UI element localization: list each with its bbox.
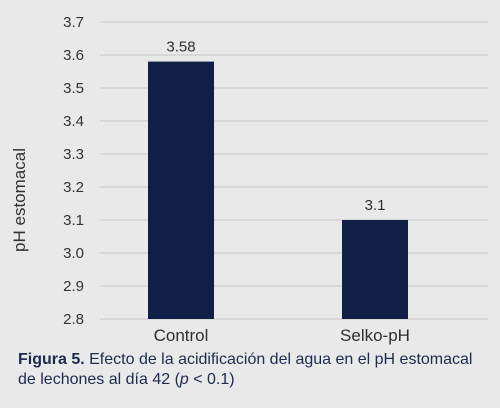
y-tick-label: 2.8 — [63, 311, 84, 328]
data-label: 3.58 — [166, 39, 195, 56]
y-tick-label: 3.4 — [63, 113, 84, 130]
y-tick-label: 3.5 — [63, 80, 84, 97]
category-label: Selko-pH — [340, 326, 410, 345]
bars — [148, 61, 408, 319]
category-labels: Control Selko-pH — [154, 326, 410, 345]
caption-label: Figura 5. — [18, 351, 85, 368]
caption-italic: p — [179, 371, 189, 388]
y-tick-label: 3.3 — [63, 146, 84, 163]
caption-text: Efecto de la acidificación del agua en e… — [18, 351, 473, 388]
y-tick-label: 3.1 — [63, 212, 84, 229]
data-label: 3.1 — [365, 197, 386, 214]
category-label: Control — [154, 326, 209, 345]
y-tick-label: 3.0 — [63, 245, 84, 262]
caption-text-end: < 0.1) — [188, 371, 235, 388]
bar-control — [148, 61, 214, 319]
data-labels: 3.58 3.1 — [166, 39, 385, 214]
y-tick-labels: 2.8 2.9 3.0 3.1 3.2 3.3 3.4 3.5 3.6 3.7 — [63, 14, 84, 328]
y-tick-label: 3.2 — [63, 179, 84, 196]
bar-chart: 2.8 2.9 3.0 3.1 3.2 3.3 3.4 3.5 3.6 3.7 3.58 3.1 C… — [10, 14, 488, 345]
figure-caption: Figura 5. Efecto de la acidificación del… — [18, 350, 488, 390]
bar-selko-ph — [342, 220, 408, 319]
y-tick-label: 3.6 — [63, 47, 84, 64]
y-tick-label: 3.7 — [63, 14, 84, 31]
y-tick-label: 2.9 — [63, 278, 84, 295]
y-axis-title: pH estomacal — [10, 148, 29, 252]
